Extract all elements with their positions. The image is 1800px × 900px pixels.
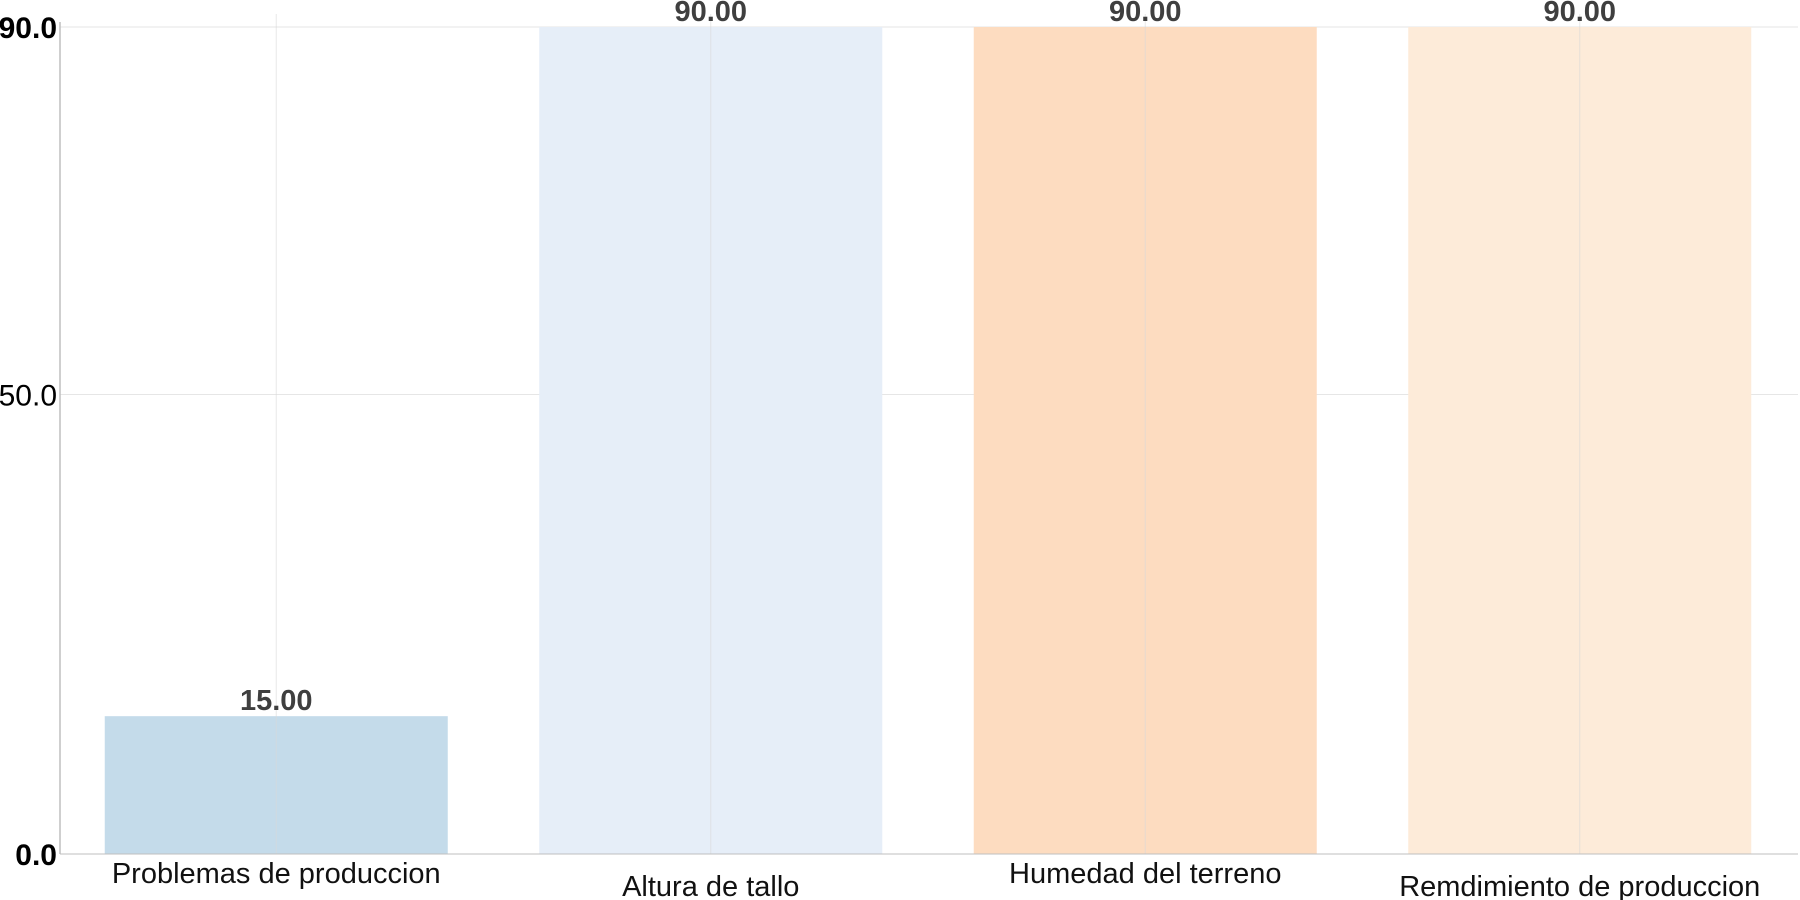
x-category-label: Humedad del terreno bbox=[1009, 858, 1281, 890]
y-tick-label: 50.0 bbox=[0, 380, 57, 413]
bar-value-label: 90.00 bbox=[1109, 0, 1182, 28]
y-tick-label: 90.0 bbox=[0, 12, 57, 45]
bar-layer bbox=[104, 27, 1752, 854]
axis-layer bbox=[59, 22, 1798, 855]
y-tick-label: 0.0 bbox=[15, 839, 57, 872]
bar-value-label: 15.00 bbox=[240, 685, 313, 717]
x-category-label: Altura de tallo bbox=[622, 871, 799, 900]
x-category-label: Problemas de produccion bbox=[112, 858, 441, 890]
label-layer: 0.0 50.0 90.0 15.00 Problemas de produccion 9… bbox=[0, 0, 1760, 900]
bar-value-label: 90.00 bbox=[1543, 0, 1616, 28]
vertical-grid-layer bbox=[275, 14, 1581, 854]
x-category-label: Remdimiento de produccion bbox=[1399, 871, 1760, 900]
bar-value-label: 90.00 bbox=[674, 0, 747, 28]
